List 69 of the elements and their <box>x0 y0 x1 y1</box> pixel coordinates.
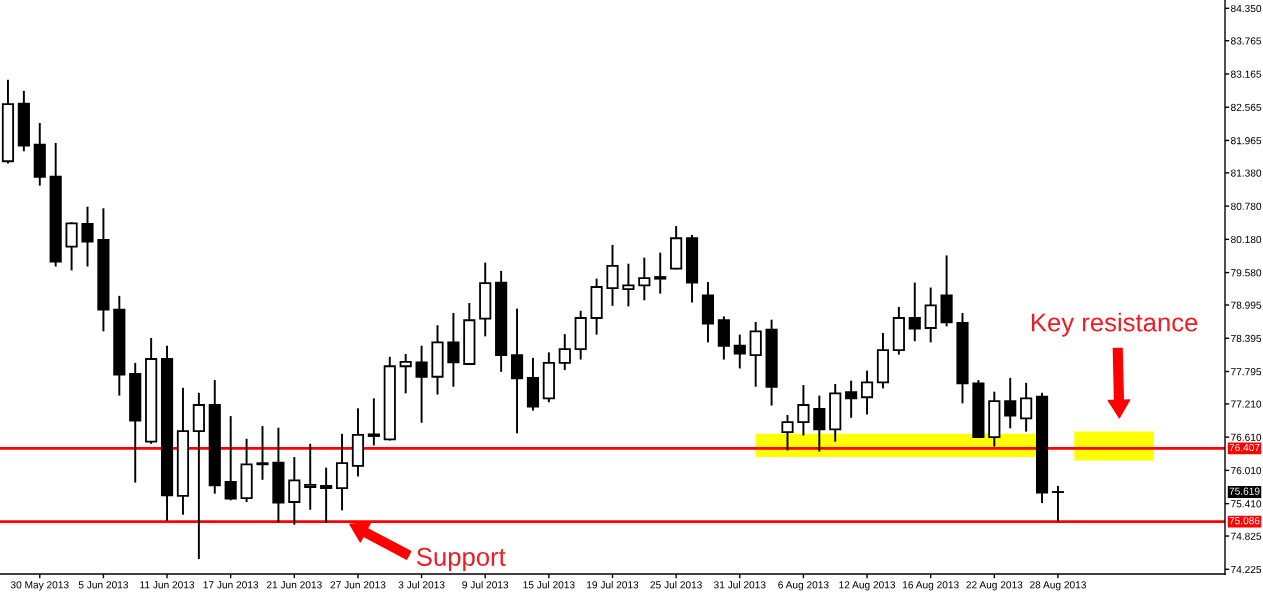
y-tick-label: 82.565 <box>1231 103 1262 111</box>
candlestick <box>399 353 412 395</box>
text: 75.619 <box>1229 487 1260 495</box>
x-tick-label: 27 Jun 2013 <box>330 581 386 589</box>
x-tick-label: 15 Jul 2013 <box>523 580 575 589</box>
y-tick-label: 79.580 <box>1231 269 1262 277</box>
candlestick <box>224 415 237 502</box>
candlestick <box>654 251 667 295</box>
candlestick <box>813 394 826 453</box>
candlestick <box>447 312 460 388</box>
x-tick-label: 17 Jun 2013 <box>203 581 259 589</box>
candlestick <box>622 262 635 308</box>
x-tick-label: 21 Jun 2013 <box>266 581 322 589</box>
y-tick-label: 77.795 <box>1231 368 1262 376</box>
candlestick <box>797 384 810 437</box>
candlestick <box>320 466 333 524</box>
x-tick-label: 6 Aug 2013 <box>778 581 829 591</box>
ref-line-label: 75.086 <box>1229 517 1260 525</box>
y-tick-label: 74.225 <box>1231 565 1262 574</box>
candlestick <box>749 320 762 388</box>
candlestick <box>415 344 428 424</box>
annotation: Key resistance <box>1031 312 1198 337</box>
annotation: Support <box>416 547 506 572</box>
y-tick-label: 77.210 <box>1231 400 1262 408</box>
y-tick-label: 81.965 <box>1231 137 1262 145</box>
candlestick <box>1004 376 1017 430</box>
x-tick-label: 19 Jul 2013 <box>587 580 639 589</box>
y-tick-label: 83.765 <box>1231 37 1262 45</box>
x-tick-label: 25 Jul 2013 <box>650 580 702 589</box>
candlestick <box>81 205 94 268</box>
candlestick <box>510 307 524 435</box>
y-tick-label: 81.380 <box>1231 169 1262 177</box>
x-tick-label: 30 May 2013 <box>10 581 69 591</box>
candlestick <box>924 286 937 344</box>
candlestick <box>367 397 380 447</box>
candlestick <box>781 414 794 452</box>
candlestick <box>288 456 301 526</box>
candlestick <box>638 256 651 302</box>
y-tick-label: 80.780 <box>1231 202 1262 210</box>
candlestick <box>1020 381 1033 433</box>
y-tick-label: 78.395 <box>1231 334 1262 343</box>
y-tick-label: 76.010 <box>1231 466 1262 475</box>
x-tick-label: 31 Jul 2013 <box>713 580 766 589</box>
x-tick-label: 3 Jul 2013 <box>398 580 445 589</box>
candlestick <box>845 379 858 419</box>
candlestick <box>256 425 269 481</box>
y-tick-label: 76.610 <box>1231 433 1262 441</box>
candlestick <box>1051 484 1065 523</box>
y-tick-label: 74.825 <box>1231 532 1262 540</box>
x-tick-label: 22 Aug 2013 <box>966 581 1023 591</box>
candlestick <box>304 442 317 511</box>
x-tick-label: 28 Aug 2013 <box>1029 581 1086 591</box>
candlestick <box>733 333 746 370</box>
y-tick-label: 84.350 <box>1231 4 1262 13</box>
x-tick-label: 16 Aug 2013 <box>902 581 959 591</box>
x-tick-label: 12 Aug 2013 <box>839 581 896 591</box>
ref-line-label: 76.407 <box>1229 443 1260 452</box>
y-tick-label: 75.410 <box>1231 500 1262 508</box>
candlestick <box>860 369 874 416</box>
x-tick-label: 5 Jun 2013 <box>78 581 129 589</box>
candlestick <box>606 243 619 307</box>
y-tick-label: 78.995 <box>1231 301 1262 309</box>
x-tick-label: 9 Jul 2013 <box>462 580 509 589</box>
x-tick-label: 11 Jun 2013 <box>140 581 195 589</box>
candlestick <box>908 281 921 343</box>
y-tick-label: 80.180 <box>1231 235 1262 244</box>
y-tick-label: 83.165 <box>1231 70 1262 78</box>
candlestick <box>65 221 78 272</box>
candlestick <box>558 333 571 372</box>
